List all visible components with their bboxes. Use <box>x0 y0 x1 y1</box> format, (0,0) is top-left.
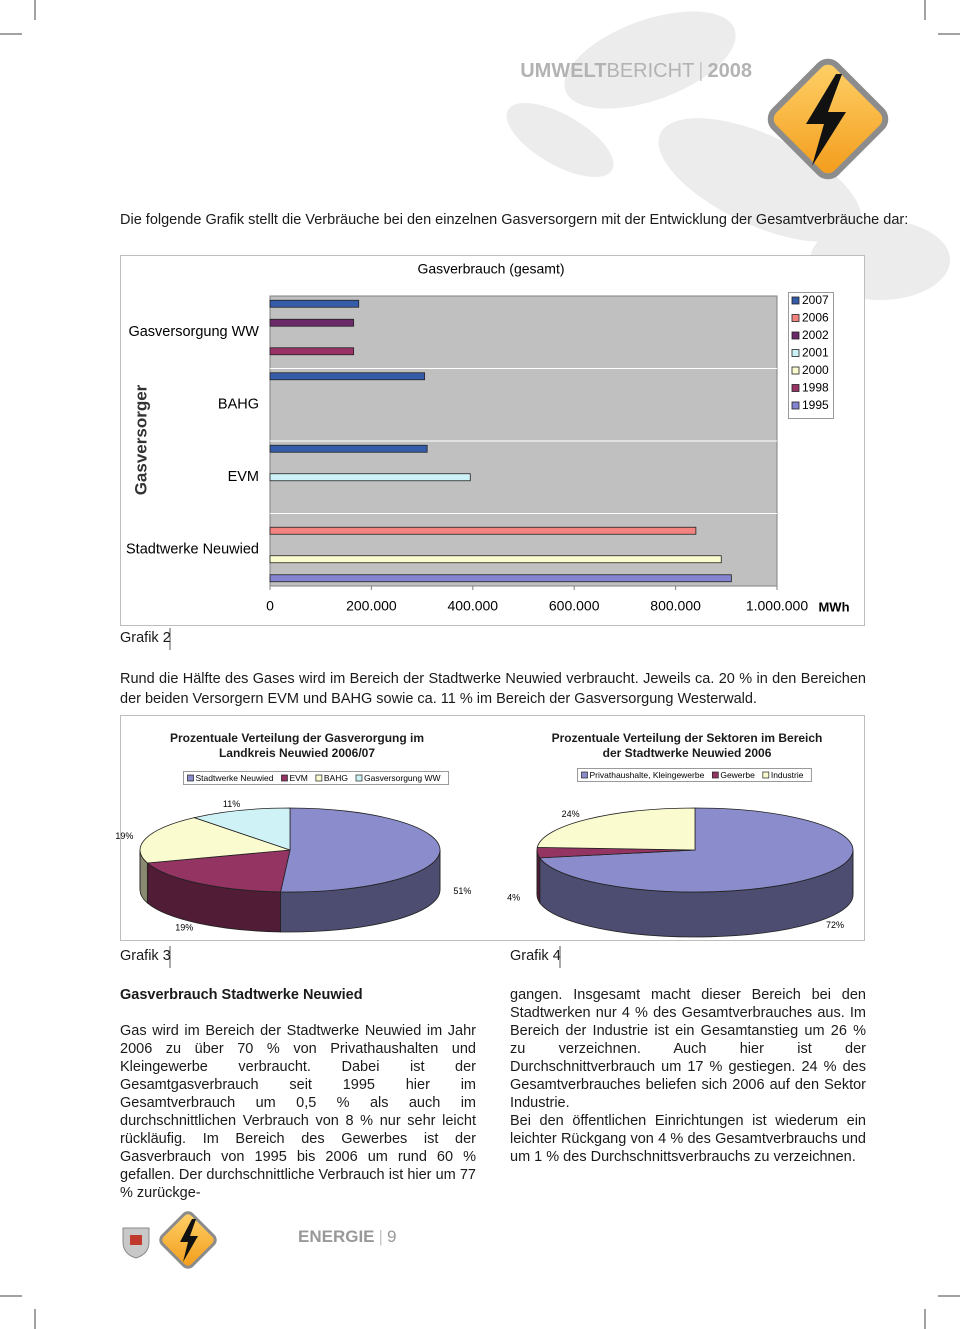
x-tick-label: 800.000 <box>650 598 701 614</box>
section-text: Gas wird im Bereich der Stadtwerke Neuwi… <box>120 1023 476 1201</box>
bar <box>269 299 360 308</box>
pie-slice <box>139 817 291 864</box>
bar <box>269 526 697 535</box>
value-label: 19% <box>115 831 133 841</box>
caption: Grafik 2 <box>120 630 171 646</box>
legend-swatch <box>791 401 800 410</box>
legend-swatch <box>762 771 770 779</box>
x-tick-label: 1.000.000 <box>746 598 808 614</box>
legend-label: BAHG <box>324 773 348 783</box>
legend-label: Gasversorgung WW <box>364 773 441 783</box>
summary-text: Rund die Hälfte des Gases wird im Bereic… <box>120 671 866 707</box>
bar <box>269 347 355 356</box>
y-axis-title: Gasversorger <box>131 384 150 495</box>
legend-swatch <box>791 349 800 357</box>
category-label: BAHG <box>218 397 259 413</box>
legend-swatch <box>791 384 800 392</box>
value-label: 11% <box>223 799 240 809</box>
intro-text: Die folgende Grafik stellt die Verbräuch… <box>120 212 909 228</box>
value-label: 24% <box>562 809 580 819</box>
legend-label: Privathaushalte, Kleingewerbe <box>590 770 705 780</box>
legend-label: EVM <box>289 773 307 783</box>
category-label: Gasversorgung WW <box>128 324 259 340</box>
footer-icons <box>122 1211 217 1269</box>
caption: Grafik 4 <box>510 948 561 964</box>
pie-slice <box>146 849 291 893</box>
legend-swatch <box>187 774 194 782</box>
footer-section: ENERGIE <box>298 1227 375 1246</box>
legend-swatch <box>791 296 800 305</box>
caption: Grafik 3 <box>120 948 171 964</box>
pie-title: Prozentuale Verteilung der Gasverorgung … <box>169 731 425 760</box>
legend-label: Industrie <box>771 770 804 780</box>
brand-year: 2008 <box>707 60 753 82</box>
legend-label: 2000 <box>802 363 829 377</box>
x-tick-label: 400.000 <box>447 598 498 614</box>
legend-label: Stadtwerke Neuwied <box>196 773 274 783</box>
section-text: Bei den öffentlichen Einrichtungen ist w… <box>510 1113 866 1165</box>
pie-slice <box>536 807 696 851</box>
section-heading: Gasverbrauch Stadtwerke Neuwied <box>120 987 363 1003</box>
value-label: 19% <box>175 923 193 933</box>
pie-slice <box>192 807 291 851</box>
pie-title: Prozentuale Verteilung der Sektoren im B… <box>551 731 823 760</box>
footer: ENERGIE | 9 <box>298 1227 396 1247</box>
legend-label: 2001 <box>802 346 829 360</box>
page-number: 9 <box>386 1227 397 1246</box>
value-label: 4% <box>507 892 520 902</box>
bar <box>269 372 426 381</box>
legend-label: Gewerbe <box>720 770 755 780</box>
legend-swatch <box>581 771 588 779</box>
background-leaves <box>506 11 950 300</box>
legend-label: 2006 <box>802 311 829 325</box>
legend-swatch <box>315 774 323 782</box>
category-label: EVM <box>228 469 259 485</box>
brand-light: BERICHT <box>606 60 695 82</box>
bar <box>269 473 471 482</box>
header-brand: UMWELTBERICHT | 2008 <box>520 60 752 83</box>
x-tick-label: 600.000 <box>549 598 600 614</box>
value-label: 72% <box>826 920 844 930</box>
value-label: 51% <box>453 886 471 896</box>
section-text: gangen. Insgesamt macht dieser Bereich b… <box>510 987 866 1111</box>
warning-icon <box>767 58 889 180</box>
legend-swatch <box>355 774 363 782</box>
legend-swatch <box>711 771 719 779</box>
separator: | <box>698 60 704 82</box>
bar <box>269 574 732 583</box>
legend-box <box>577 768 812 782</box>
x-tick-label: 0 <box>266 598 274 614</box>
category-label: Stadtwerke Neuwied <box>126 542 259 558</box>
bar <box>269 444 428 453</box>
legend-swatch <box>791 331 800 340</box>
legend-label: 1998 <box>802 381 829 395</box>
pie-slice <box>539 807 854 893</box>
legend-swatch <box>791 366 800 375</box>
legend-swatch <box>791 314 800 322</box>
bar <box>269 555 722 564</box>
legend-label: 2007 <box>802 293 829 307</box>
legend-label: 1995 <box>802 398 829 412</box>
brand-bold: UMWELT <box>520 60 607 82</box>
legend-label: 2002 <box>802 328 829 342</box>
legend-swatch <box>281 774 288 782</box>
pie-slice <box>280 807 441 893</box>
bar <box>269 318 355 327</box>
chart-title: Gasverbrauch (gesamt) <box>417 261 564 277</box>
x-unit: MWh <box>818 599 849 614</box>
separator: | <box>378 1227 383 1246</box>
x-tick-label: 200.000 <box>346 598 397 614</box>
